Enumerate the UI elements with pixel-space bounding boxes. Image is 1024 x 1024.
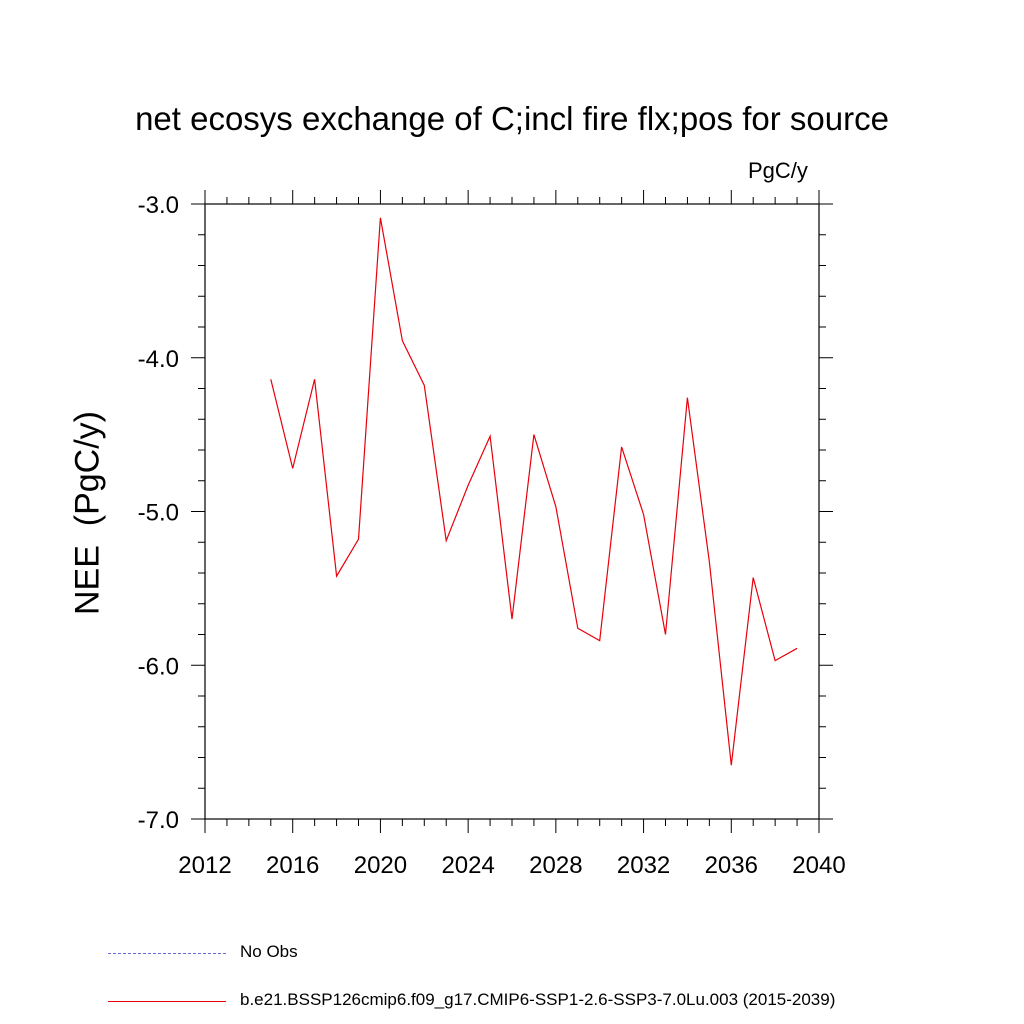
- y-tick-label: -5.0: [138, 500, 179, 527]
- x-tick-label: 2032: [617, 852, 670, 879]
- axis-tick-labels: 2012 2016 2020 2024 2028 2032 2036 2040 -3.0 -4.0…: [138, 192, 846, 879]
- legend-label-no-obs: No Obs: [240, 942, 298, 961]
- y-axis-label: NEE (PgC/y): [68, 410, 107, 616]
- y-tick-label: -4.0: [138, 346, 179, 373]
- x-tick-label: 2016: [266, 852, 319, 879]
- series-line-model: [270, 217, 798, 766]
- chart-title: net ecosys exchange of C;incl fire flx;p…: [135, 100, 889, 137]
- x-tick-label: 2040: [792, 852, 845, 879]
- units-label: PgC/y: [748, 158, 808, 183]
- legend-label-model: b.e21.BSSP126cmip6.f09_g17.CMIP6-SSP1-2.…: [240, 990, 836, 1009]
- data-series: [270, 217, 798, 766]
- x-tick-label: 2028: [529, 852, 582, 879]
- x-tick-label: 2024: [441, 852, 494, 879]
- x-tick-label: 2036: [705, 852, 758, 879]
- axis-ticks: [191, 190, 833, 833]
- legend-swatch-no-obs: [108, 953, 226, 954]
- x-tick-label: 2020: [354, 852, 407, 879]
- legend-swatch-model: [108, 1001, 226, 1002]
- x-tick-label: 2012: [178, 852, 231, 879]
- y-tick-label: -3.0: [138, 192, 179, 219]
- y-tick-label: -7.0: [138, 807, 179, 834]
- y-tick-label: -6.0: [138, 653, 179, 680]
